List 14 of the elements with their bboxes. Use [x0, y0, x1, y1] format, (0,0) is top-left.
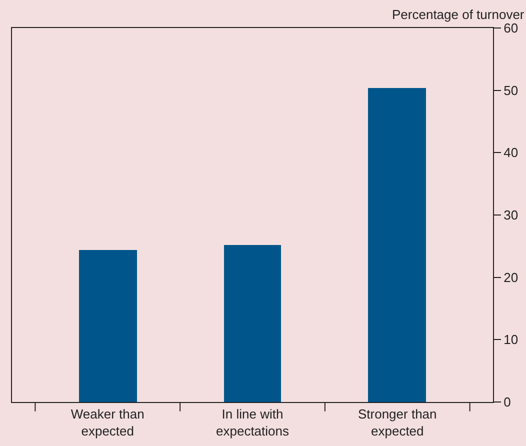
- bar: [224, 245, 281, 402]
- y-tick-label: 10: [504, 332, 518, 348]
- y-tick-label: 60: [504, 20, 518, 36]
- bar: [79, 250, 137, 402]
- y-tick-label: 50: [504, 82, 518, 98]
- x-tick-label: In line with expectations: [216, 406, 290, 438]
- y-axis-title: Percentage of turnover: [392, 7, 525, 22]
- y-tick-label: 30: [504, 208, 518, 223]
- x-tick-label: Stronger than expected: [358, 406, 437, 438]
- y-tick-label: 20: [504, 270, 518, 285]
- y-tick-label: 40: [504, 145, 518, 160]
- bar: [368, 88, 426, 402]
- x-tick-label: Weaker than expected: [70, 406, 144, 438]
- y-tick-label: 0: [504, 394, 511, 410]
